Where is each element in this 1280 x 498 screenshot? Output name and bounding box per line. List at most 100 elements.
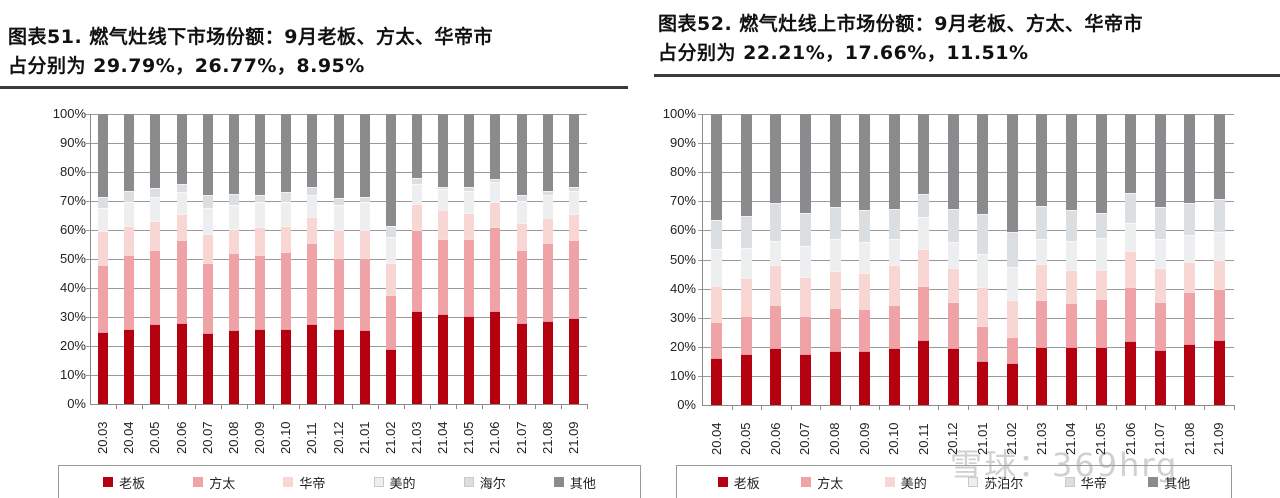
bar-segment-3 xyxy=(281,202,291,226)
x-tick-mark xyxy=(1027,405,1028,410)
bar-segment-2 xyxy=(203,234,213,264)
bar-segment-3 xyxy=(1036,239,1047,264)
bar-segment-0 xyxy=(203,332,213,404)
bar-segment-5 xyxy=(124,114,134,191)
y-tick-label: 90% xyxy=(59,135,86,150)
bar-segment-0 xyxy=(281,328,291,404)
bar-segment-2 xyxy=(438,209,448,239)
legend-item: 其他 xyxy=(1148,473,1190,492)
y-tick-label: 30% xyxy=(669,310,696,325)
bar-segment-3 xyxy=(150,196,160,222)
x-tick-label: 20.09 xyxy=(252,421,267,454)
y-tick-label: 20% xyxy=(669,339,696,354)
bar-segment-4 xyxy=(517,195,527,202)
x-tick-mark xyxy=(116,404,117,409)
bar-segment-0 xyxy=(569,317,579,404)
bar-segment-3 xyxy=(307,195,317,217)
bar-segment-4 xyxy=(360,196,370,203)
bar-segment-2 xyxy=(543,218,553,244)
bar-segment-0 xyxy=(334,328,344,404)
legend-label: 华帝 xyxy=(1080,476,1107,492)
bar-segment-3 xyxy=(948,242,959,269)
stacked-bar xyxy=(229,114,239,404)
bar-segment-4 xyxy=(889,208,900,240)
bar-segment-3 xyxy=(1096,237,1107,270)
bar-segment-5 xyxy=(255,114,265,196)
bar-segment-3 xyxy=(517,201,527,223)
chart-title-online: 图表52. 燃气灶线上市场份额：9月老板、方太、华帝市 占分别为 22.21%，… xyxy=(658,10,1143,68)
legend-label: 华帝 xyxy=(299,476,326,492)
x-tick-label: 20.10 xyxy=(278,421,293,454)
bar-segment-0 xyxy=(948,348,959,405)
bar-segment-5 xyxy=(334,114,344,199)
bar-segment-3 xyxy=(177,192,187,215)
bar-segment-3 xyxy=(889,239,900,266)
y-tick-label: 40% xyxy=(59,280,86,295)
stacked-bar xyxy=(412,114,422,404)
y-tick-label: 60% xyxy=(669,222,696,237)
bar-segment-2 xyxy=(948,268,959,302)
bar-segment-5 xyxy=(741,114,752,216)
bar-segment-1 xyxy=(800,316,811,355)
x-tick-label: 21.01 xyxy=(975,422,990,455)
legend-label: 老板 xyxy=(119,476,146,492)
bar-segment-3 xyxy=(543,195,553,219)
bar-segment-0 xyxy=(741,354,752,405)
stacked-bar xyxy=(711,114,722,405)
x-tick-mark xyxy=(968,405,969,410)
x-tick-label: 21.03 xyxy=(409,421,424,454)
bar-segment-2 xyxy=(412,203,422,231)
gridline xyxy=(698,347,1234,348)
x-tick-label: 20.03 xyxy=(95,421,110,454)
bar-segment-2 xyxy=(800,276,811,317)
legend-swatch-icon xyxy=(1148,477,1159,487)
bar-segment-0 xyxy=(255,328,265,404)
bar-segment-5 xyxy=(203,114,213,196)
bar-segment-2 xyxy=(1184,262,1195,292)
stacked-bar xyxy=(1066,114,1077,405)
bar-segment-5 xyxy=(1096,114,1107,213)
stacked-bar xyxy=(830,114,841,405)
bar-segment-0 xyxy=(1096,346,1107,405)
bar-segment-2 xyxy=(977,287,988,327)
bar-segment-4 xyxy=(1125,192,1136,224)
bar-segment-1 xyxy=(711,322,722,359)
bar-segment-4 xyxy=(307,186,317,196)
x-tick-label: 20.07 xyxy=(797,422,812,455)
x-tick-label: 21.06 xyxy=(1123,422,1138,455)
x-tick-label: 20.10 xyxy=(886,422,901,455)
x-tick-mark xyxy=(378,404,379,409)
bar-segment-4 xyxy=(1184,202,1195,235)
x-tick-mark xyxy=(791,405,792,410)
bar-segment-1 xyxy=(741,316,752,355)
bar-segment-0 xyxy=(711,358,722,405)
bar-segment-3 xyxy=(1155,239,1166,269)
bar-segment-1 xyxy=(334,257,344,329)
bar-segment-1 xyxy=(1036,300,1047,347)
bar-segment-5 xyxy=(150,114,160,188)
bar-segment-0 xyxy=(360,330,370,404)
legend-swatch-icon xyxy=(463,477,474,487)
bar-segment-3 xyxy=(412,183,422,204)
stacked-bar xyxy=(977,114,988,405)
bar-segment-0 xyxy=(800,354,811,405)
x-tick-mark xyxy=(732,405,733,410)
bar-segment-0 xyxy=(977,361,988,405)
bar-segment-1 xyxy=(229,253,239,331)
bar-segment-4 xyxy=(229,193,239,206)
bar-segment-5 xyxy=(412,114,422,178)
bar-segment-5 xyxy=(517,114,527,196)
legend-swatch-icon xyxy=(968,477,979,487)
bar-segment-3 xyxy=(203,208,213,235)
bar-segment-1 xyxy=(977,326,988,362)
legend-item: 方太 xyxy=(193,473,235,492)
bar-segment-2 xyxy=(255,227,265,255)
bar-segment-1 xyxy=(1096,298,1107,347)
x-tick-mark xyxy=(761,405,762,410)
bar-segment-4 xyxy=(918,194,929,218)
bar-segment-4 xyxy=(386,225,396,238)
bar-segment-4 xyxy=(464,186,474,191)
x-tick-mark xyxy=(820,405,821,410)
bar-segment-0 xyxy=(412,311,422,404)
bar-segment-5 xyxy=(307,114,317,187)
